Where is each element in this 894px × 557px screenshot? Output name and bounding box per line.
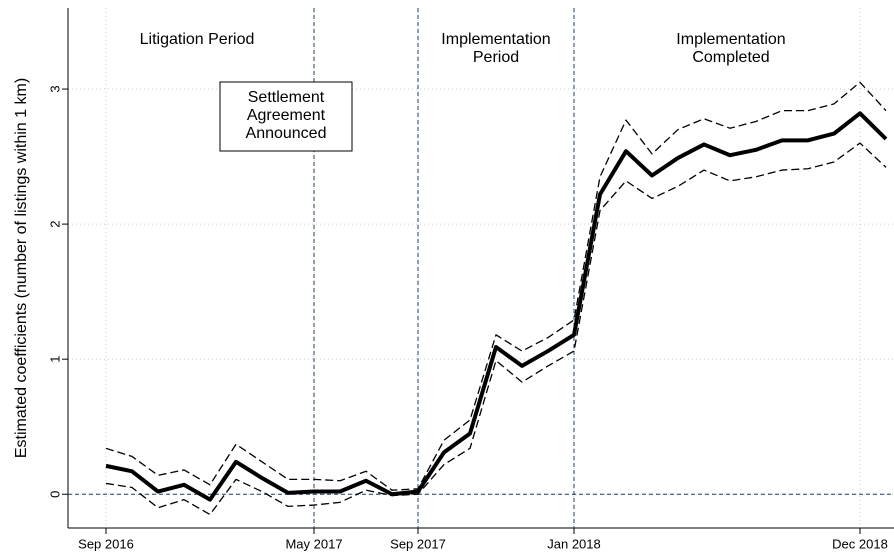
x-tick-label: Dec 2018: [832, 536, 888, 551]
x-tick-label: Sep 2017: [390, 536, 446, 551]
x-tick-label: May 2017: [285, 536, 342, 551]
y-tick-label: 0: [47, 491, 62, 498]
annotation: Agreement: [247, 107, 326, 124]
annotation: Settlement: [248, 89, 325, 106]
x-tick-label: Jan 2018: [547, 536, 601, 551]
annotation-box: [219, 81, 353, 152]
annotation: Completed: [692, 49, 769, 66]
y-tick-label: 1: [47, 356, 62, 363]
annotation: Announced: [246, 125, 327, 142]
y-tick-label: 3: [47, 85, 62, 92]
annotation: Litigation Period: [140, 31, 255, 48]
estimate-line: [105, 111, 888, 502]
annotation: Implementation: [441, 31, 550, 48]
x-tick-label: Sep 2016: [78, 536, 134, 551]
y-axis-label: Estimated coefficients (number of listin…: [13, 78, 30, 458]
annotation: Implementation: [676, 31, 785, 48]
y-tick-label: 2: [47, 220, 62, 227]
ci-line: [105, 81, 887, 491]
annotation: Period: [473, 49, 519, 66]
ci-line: [105, 142, 887, 516]
